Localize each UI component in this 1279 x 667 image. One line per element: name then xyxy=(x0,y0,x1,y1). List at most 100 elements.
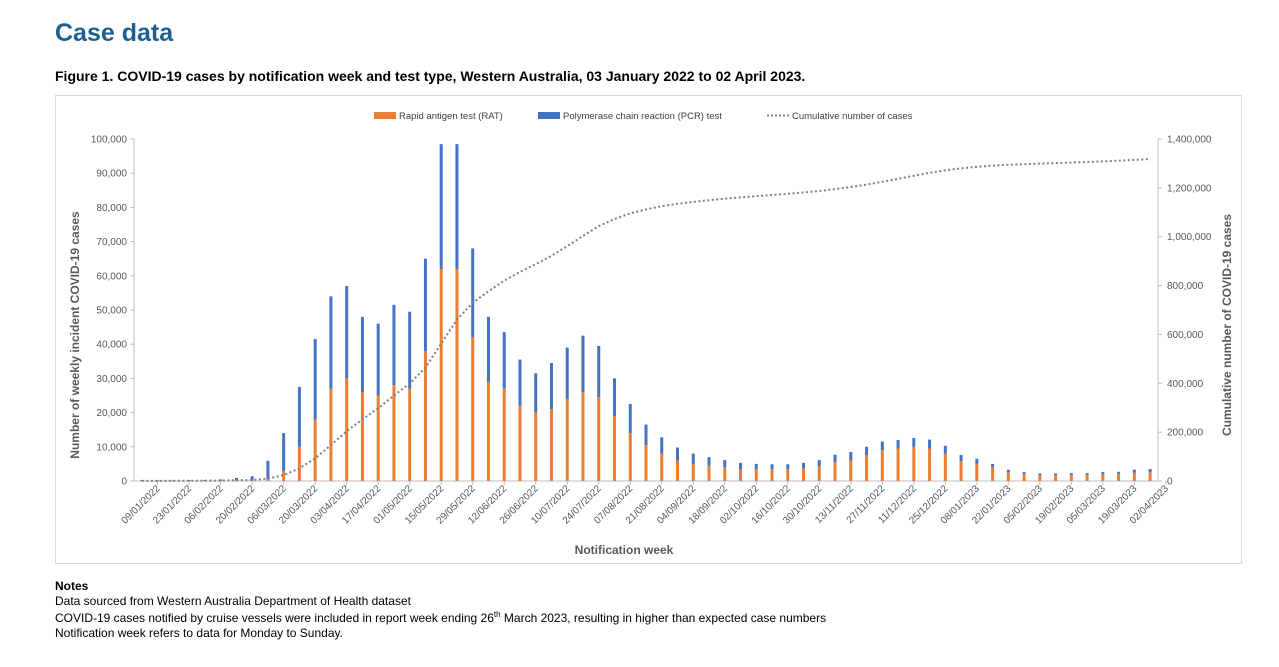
x-axis-title: Notification week xyxy=(575,543,674,557)
bar-rat xyxy=(959,461,963,481)
y2-tick-label: 1,200,000 xyxy=(1167,183,1212,194)
bar-rat xyxy=(676,460,680,481)
bar-pcr xyxy=(912,437,916,447)
bar-rat xyxy=(234,480,238,481)
chart-legend: Rapid antigen test (RAT) Polymerase chai… xyxy=(374,111,913,122)
bar-rat xyxy=(423,351,427,481)
bar-rat xyxy=(1022,474,1026,481)
bar-rat xyxy=(581,392,585,481)
bar-rat xyxy=(1054,475,1058,481)
y-tick-label: 0 xyxy=(121,477,127,488)
y-tick-label: 60,000 xyxy=(96,271,127,282)
bar-rat xyxy=(802,468,806,481)
y2-tick-label: 200,000 xyxy=(1167,428,1204,439)
y-tick-label: 10,000 xyxy=(96,442,127,453)
bar-pcr xyxy=(928,439,932,449)
bar-pcr xyxy=(817,460,821,467)
bar-pcr xyxy=(707,457,711,466)
bar-pcr xyxy=(802,462,806,469)
bar-pcr xyxy=(880,441,884,451)
legend-swatch-pcr xyxy=(538,112,560,119)
bar-pcr xyxy=(250,476,254,480)
bar-rat xyxy=(628,433,632,481)
y2-tick-label: 1,000,000 xyxy=(1167,232,1212,243)
bar-rat xyxy=(1117,473,1121,481)
legend-label-rat: Rapid antigen test (RAT) xyxy=(399,111,503,122)
bar-rat xyxy=(534,412,538,481)
bar-rat xyxy=(896,448,900,481)
bar-rat xyxy=(880,450,884,481)
notes-line-cruise: COVID-19 cases notified by cruise vessel… xyxy=(55,608,826,626)
bar-pcr xyxy=(565,347,569,399)
bar-rat xyxy=(912,446,916,481)
bar-pcr xyxy=(1069,473,1073,475)
bar-pcr xyxy=(471,248,475,338)
bar-pcr xyxy=(1054,473,1058,476)
y-tick-label: 50,000 xyxy=(96,306,127,317)
bar-rat xyxy=(329,388,333,481)
notes-line-source: Data sourced from Western Australia Depa… xyxy=(55,593,411,608)
y2-axis-title: Cumulative number of COVID-19 cases xyxy=(1220,214,1234,436)
bar-rat xyxy=(612,416,616,481)
bar-pcr xyxy=(691,453,695,464)
plot-bars xyxy=(140,144,1152,481)
bar-pcr xyxy=(219,479,223,481)
bar-pcr xyxy=(581,335,585,393)
bar-pcr xyxy=(1038,473,1042,476)
y2-tick-label: 600,000 xyxy=(1167,330,1204,341)
bar-rat xyxy=(817,466,821,481)
y-axis-title: Number of weekly incident COVID-19 cases xyxy=(68,211,82,459)
bar-pcr xyxy=(1101,472,1105,475)
legend-label-pcr: Polymerase chain reaction (PCR) test xyxy=(563,111,722,122)
bar-pcr xyxy=(518,359,522,406)
bar-pcr xyxy=(1117,471,1121,474)
bar-pcr xyxy=(549,363,553,410)
bar-pcr xyxy=(1148,469,1152,473)
bar-pcr xyxy=(628,404,632,434)
y-tick-label: 70,000 xyxy=(96,237,127,248)
y2-tick-label: 400,000 xyxy=(1167,379,1204,390)
bar-pcr xyxy=(896,439,900,449)
bar-rat xyxy=(786,469,790,481)
bar-pcr xyxy=(392,304,396,386)
bar-rat xyxy=(486,381,490,481)
bar-rat xyxy=(565,398,569,481)
bar-rat xyxy=(1069,474,1073,481)
bar-pcr xyxy=(612,378,616,417)
bar-pcr xyxy=(943,445,947,454)
bar-rat xyxy=(1006,472,1010,481)
plot-axes: 0 10,000 20,000 30,000 40,000 50,000 60,000 70,… xyxy=(91,135,1212,527)
bar-pcr xyxy=(297,386,301,447)
bar-pcr xyxy=(282,433,286,471)
bar-rat xyxy=(865,455,869,481)
bar-pcr xyxy=(313,339,317,420)
bar-rat xyxy=(282,470,286,481)
y2-tick-label: 0 xyxy=(1167,477,1173,488)
bar-pcr xyxy=(849,451,853,461)
bar-rat xyxy=(549,409,553,481)
bar-rat xyxy=(439,268,443,481)
bar-rat xyxy=(833,462,837,481)
bar-rat xyxy=(739,469,743,481)
bar-rat xyxy=(471,337,475,481)
y-tick-label: 30,000 xyxy=(96,374,127,385)
plot-line xyxy=(141,158,1151,482)
bar-pcr xyxy=(739,462,743,470)
cumulative-line xyxy=(141,158,1151,482)
bar-pcr xyxy=(754,463,758,470)
bar-rat xyxy=(313,419,317,481)
bar-rat xyxy=(943,453,947,481)
bar-rat xyxy=(597,397,601,481)
notes-line-week: Notification week refers to data for Mon… xyxy=(55,625,343,640)
bar-pcr xyxy=(439,144,443,269)
bar-pcr xyxy=(833,454,837,463)
bar-pcr xyxy=(345,286,349,379)
y2-tick-label: 1,400,000 xyxy=(1167,135,1212,146)
bar-pcr xyxy=(1132,469,1136,473)
bar-rat xyxy=(1148,472,1152,481)
y-tick-label: 100,000 xyxy=(91,135,128,146)
notes-line-cruise-end: March 2023, resulting in higher than exp… xyxy=(500,611,827,625)
y-tick-label: 40,000 xyxy=(96,340,127,351)
bar-rat xyxy=(392,385,396,481)
y-tick-label: 20,000 xyxy=(96,408,127,419)
